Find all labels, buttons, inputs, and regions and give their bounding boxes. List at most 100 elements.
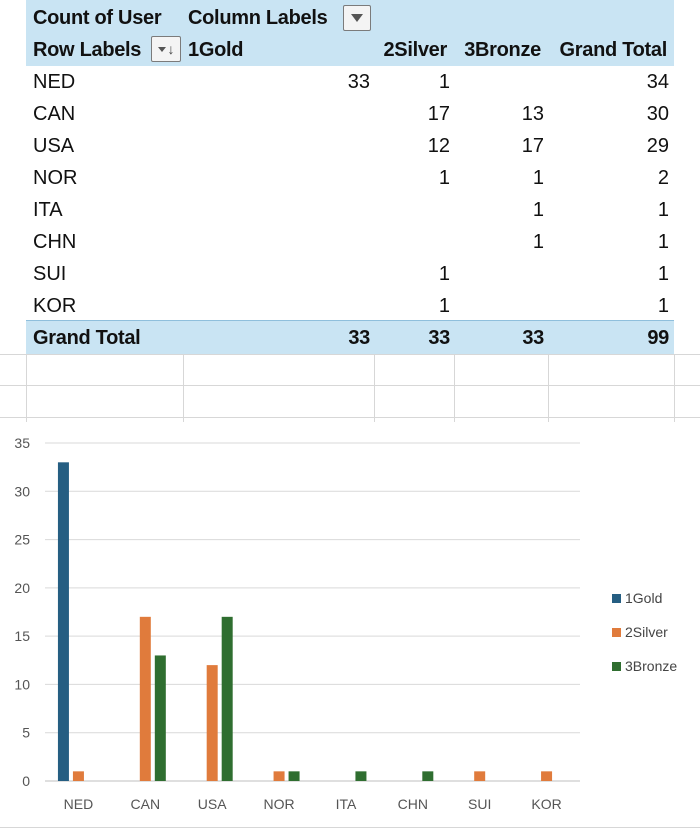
value-cell-bronze[interactable]: 1 <box>532 167 544 189</box>
value-cell-gold[interactable] <box>290 258 370 290</box>
legend-swatch <box>612 593 621 603</box>
value-cell-bronze[interactable]: 17 <box>521 135 544 157</box>
value-cell-gold[interactable]: 33 <box>347 71 370 93</box>
value-cell-silver[interactable]: 1 <box>438 167 450 189</box>
value-cell-total[interactable]: 34 <box>646 71 669 93</box>
value-cell-total[interactable]: 2 <box>657 167 669 189</box>
value-cell-gold[interactable] <box>290 226 370 258</box>
value-cell-bronze[interactable] <box>455 258 544 290</box>
bar-2silver-sui <box>474 771 486 781</box>
pivot-header-row-2: Row Labels ↓ 1Gold 2Silver 3Bronze Grand… <box>0 34 700 66</box>
value-cell-bronze[interactable]: 1 <box>532 231 544 253</box>
sheet-row-line <box>0 417 700 418</box>
bar-3bronze-nor <box>288 771 300 781</box>
grand-total-overall[interactable]: 99 <box>647 327 669 349</box>
legend-label: 2Silver <box>625 624 668 640</box>
value-cell-silver[interactable]: 12 <box>427 135 450 157</box>
value-field-label[interactable]: Count of User <box>33 7 162 29</box>
pivot-row-kor: KOR 1 1 <box>0 290 700 322</box>
y-tick-label: 35 <box>14 435 30 451</box>
sheet-col-line <box>26 354 27 422</box>
pivot-row-nor: NOR 1 1 2 <box>0 162 700 194</box>
row-label[interactable]: ITA <box>33 199 63 221</box>
column-header-silver[interactable]: 2Silver <box>383 39 447 61</box>
legend-swatch <box>612 627 621 637</box>
row-labels-header[interactable]: Row Labels <box>33 39 142 61</box>
x-tick-label: CHN <box>398 796 428 812</box>
column-labels-header[interactable]: Column Labels <box>188 7 328 29</box>
value-cell-gold[interactable] <box>290 290 370 322</box>
value-cell-bronze[interactable]: 1 <box>532 199 544 221</box>
grand-total-label[interactable]: Grand Total <box>33 327 141 349</box>
bar-2silver-ned <box>72 771 84 781</box>
bar-1gold-ned <box>57 462 69 781</box>
row-labels-filter-button[interactable]: ↓ <box>151 36 181 62</box>
value-cell-gold[interactable] <box>290 98 370 130</box>
value-cell-silver[interactable]: 1 <box>438 295 450 317</box>
pivot-row-ita: ITA 1 1 <box>0 194 700 226</box>
value-cell-gold[interactable] <box>290 194 370 226</box>
bar-2silver-nor <box>273 771 285 781</box>
bar-3bronze-chn <box>422 771 434 781</box>
row-label[interactable]: CAN <box>33 103 76 125</box>
value-cell-gold[interactable] <box>290 130 370 162</box>
grand-total-gold[interactable]: 33 <box>348 327 370 349</box>
value-cell-total[interactable]: 1 <box>657 231 669 253</box>
row-label[interactable]: USA <box>33 135 75 157</box>
value-cell-total[interactable]: 1 <box>657 199 669 221</box>
value-cell-silver[interactable]: 1 <box>438 263 450 285</box>
value-cell-total[interactable]: 1 <box>657 263 669 285</box>
sheet-row-line <box>0 354 700 355</box>
sheet-col-line <box>548 354 549 422</box>
bar-2silver-usa <box>206 665 218 781</box>
y-tick-label: 0 <box>22 773 30 789</box>
y-tick-label: 5 <box>22 725 30 741</box>
sheet-row-line <box>0 385 700 386</box>
value-cell-silver[interactable]: 17 <box>427 103 450 125</box>
row-label[interactable]: CHN <box>33 231 77 253</box>
x-tick-label: USA <box>198 796 227 812</box>
chart-canvas: 0 5 10 15 20 25 30 35 NED CAN USA NOR ITA CHN SUI KOR <box>14 435 580 812</box>
sheet-col-line <box>454 354 455 422</box>
y-tick-label: 30 <box>14 483 30 499</box>
sheet-row-line <box>0 827 700 828</box>
legend-label: 1Gold <box>625 590 663 606</box>
x-tick-label: NOR <box>264 796 295 812</box>
value-cell-total[interactable]: 29 <box>646 135 669 157</box>
bar-3bronze-usa <box>221 616 233 781</box>
value-cell-silver[interactable]: 1 <box>438 71 450 93</box>
pivot-chart[interactable]: 0 5 10 15 20 25 30 35 NED CAN USA NOR ITA CHN SUI KOR <box>0 423 700 834</box>
row-label[interactable]: NOR <box>33 167 78 189</box>
pivot-row-can: CAN 17 13 30 <box>0 98 700 130</box>
value-cell-silver[interactable] <box>375 194 450 226</box>
value-cell-bronze[interactable] <box>455 66 544 98</box>
value-cell-bronze[interactable]: 13 <box>521 103 544 125</box>
legend-item[interactable]: 2Silver <box>612 615 677 649</box>
sheet-col-line <box>374 354 375 422</box>
sheet-col-line <box>183 354 184 422</box>
column-labels-filter-button[interactable] <box>343 5 371 31</box>
row-label[interactable]: NED <box>33 71 76 93</box>
bar-3bronze-ita <box>355 771 367 781</box>
legend-item[interactable]: 1Gold <box>612 581 677 615</box>
chart-legend[interactable]: 1Gold 2Silver 3Bronze <box>612 581 677 683</box>
row-label[interactable]: SUI <box>33 263 67 285</box>
sheet-col-line <box>674 354 675 422</box>
grand-total-bronze[interactable]: 33 <box>522 327 544 349</box>
value-cell-silver[interactable] <box>375 226 450 258</box>
y-tick-label: 15 <box>14 628 30 644</box>
value-cell-gold[interactable] <box>290 162 370 194</box>
legend-item[interactable]: 3Bronze <box>612 649 677 683</box>
value-cell-bronze[interactable] <box>455 290 544 322</box>
y-tick-label: 20 <box>14 580 30 596</box>
value-cell-total[interactable]: 1 <box>657 295 669 317</box>
value-cell-total[interactable]: 30 <box>646 103 669 125</box>
pivot-row-chn: CHN 1 1 <box>0 226 700 258</box>
column-header-bronze[interactable]: 3Bronze <box>464 39 541 61</box>
row-label[interactable]: KOR <box>33 295 77 317</box>
column-header-grand-total[interactable]: Grand Total <box>559 39 668 61</box>
pivot-row-sui: SUI 1 1 <box>0 258 700 290</box>
column-header-gold[interactable]: 1Gold <box>188 39 244 61</box>
grand-total-silver[interactable]: 33 <box>428 327 450 349</box>
x-tick-label: NED <box>64 796 94 812</box>
